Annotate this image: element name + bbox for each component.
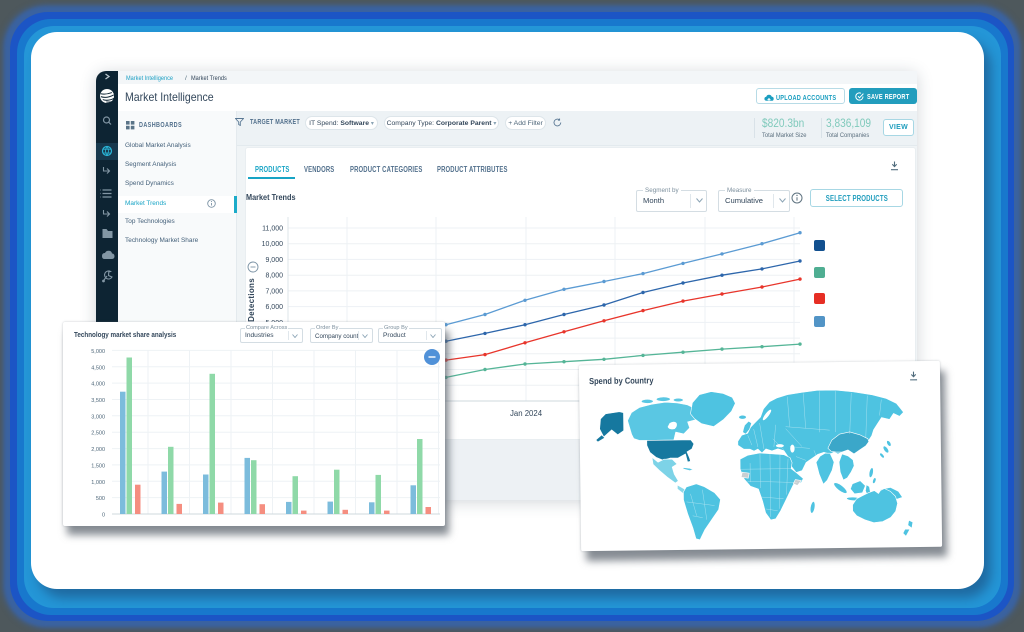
svg-text:4,500: 4,500	[91, 365, 105, 371]
svg-text:3,000: 3,000	[91, 414, 105, 420]
svg-text:2,000: 2,000	[91, 447, 105, 453]
svg-text:Jan 2024: Jan 2024	[510, 409, 543, 418]
svg-text:2,500: 2,500	[91, 431, 105, 437]
svg-text:5,000: 5,000	[91, 349, 105, 355]
svg-text:1,500: 1,500	[91, 463, 105, 469]
svg-text:500: 500	[96, 496, 105, 502]
svg-text:Detections: Detections	[247, 278, 256, 322]
svg-text:10,000: 10,000	[262, 241, 284, 248]
svg-text:3,500: 3,500	[91, 398, 105, 404]
svg-text:7,000: 7,000	[265, 288, 283, 295]
svg-text:6,000: 6,000	[265, 304, 283, 311]
svg-text:11,000: 11,000	[262, 226, 283, 233]
svg-text:9,000: 9,000	[265, 257, 283, 264]
svg-text:4,000: 4,000	[91, 382, 105, 388]
svg-text:8,000: 8,000	[265, 273, 283, 280]
svg-text:1,000: 1,000	[91, 480, 105, 486]
svg-text:0: 0	[102, 513, 105, 519]
